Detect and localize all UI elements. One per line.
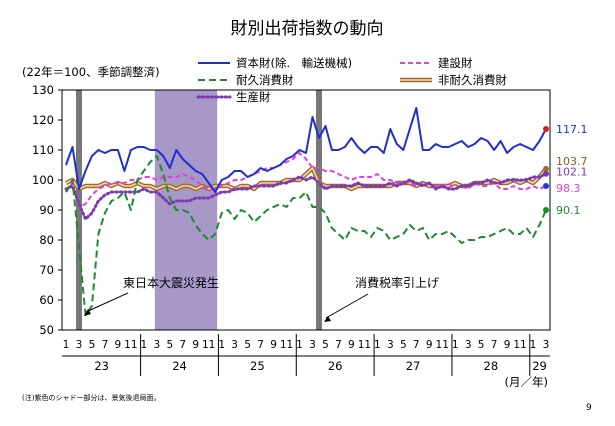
y-tick-label-70: 70 bbox=[39, 263, 54, 277]
x-month-label-15: 7 bbox=[257, 339, 264, 351]
x-month-label-7: 3 bbox=[153, 339, 160, 351]
x-month-label-10: 9 bbox=[192, 339, 199, 351]
annotation-earthquake-arrow bbox=[85, 292, 129, 313]
x-unit-label: (月／年) bbox=[505, 375, 548, 389]
footnote: (注)紫色のシャドー部分は、景気後退局面。 bbox=[22, 393, 160, 402]
x-month-label-14: 5 bbox=[244, 339, 251, 351]
x-month-label-3: 7 bbox=[102, 339, 109, 351]
year-label-29: 29 bbox=[532, 359, 547, 373]
x-month-label-29: 11 bbox=[436, 339, 449, 351]
year-label-23: 23 bbox=[94, 359, 109, 373]
x-month-label-30: 1 bbox=[452, 339, 459, 351]
x-month-label-4: 9 bbox=[115, 339, 122, 351]
x-month-label-28: 9 bbox=[426, 339, 433, 351]
year-label-27: 27 bbox=[406, 359, 421, 373]
series-line-4 bbox=[64, 172, 548, 221]
x-month-label-27: 7 bbox=[413, 339, 420, 351]
legend-label-4: 生産財 bbox=[236, 90, 271, 104]
series-end-label-4: 102.1 bbox=[556, 166, 588, 179]
plot-frame bbox=[61, 89, 551, 331]
x-month-label-20: 5 bbox=[322, 339, 329, 351]
series-end-point-0 bbox=[543, 126, 549, 132]
year-label-26: 26 bbox=[328, 359, 343, 373]
x-month-label-12: 1 bbox=[218, 339, 225, 351]
x-month-label-33: 7 bbox=[491, 339, 498, 351]
annotation-tax-arrow bbox=[325, 293, 369, 319]
page-number: 9 bbox=[586, 403, 592, 413]
series-end-label-3: 103.7 bbox=[556, 155, 588, 168]
y-tick-label-60: 60 bbox=[39, 293, 54, 307]
event-bar-0 bbox=[75, 90, 82, 330]
series-line-1 bbox=[65, 152, 547, 208]
y-tick-label-80: 80 bbox=[39, 233, 54, 247]
x-month-label-23: 11 bbox=[358, 339, 371, 351]
legend-label-1: 建設財 bbox=[438, 56, 473, 70]
x-month-label-5: 11 bbox=[124, 339, 137, 351]
annotation-tax-arrowhead bbox=[323, 316, 331, 322]
x-month-label-32: 5 bbox=[478, 339, 485, 351]
series-end-point-3 bbox=[543, 165, 549, 172]
series-end-label-1: 98.3 bbox=[556, 182, 581, 195]
event-bar-1 bbox=[315, 90, 322, 330]
legend-label-3: 非耐久消費財 bbox=[438, 73, 507, 87]
year-label-28: 28 bbox=[484, 359, 499, 373]
x-month-label-9: 7 bbox=[179, 339, 186, 351]
x-month-label-16: 9 bbox=[270, 339, 277, 351]
year-label-25: 25 bbox=[250, 359, 265, 373]
x-month-label-8: 5 bbox=[166, 339, 173, 351]
x-month-label-18: 1 bbox=[296, 339, 303, 351]
x-month-label-24: 1 bbox=[374, 339, 381, 351]
x-month-label-6: 1 bbox=[140, 339, 147, 351]
series-end-point-1 bbox=[543, 183, 549, 189]
x-month-label-0: 1 bbox=[63, 339, 70, 351]
series-end-point-2 bbox=[543, 207, 549, 213]
x-month-label-21: 7 bbox=[335, 339, 342, 351]
x-month-label-36: 1 bbox=[530, 339, 537, 351]
x-month-label-11: 11 bbox=[202, 339, 215, 351]
chart-subtitle: (22年＝100、季節調整済) bbox=[22, 65, 160, 79]
series-end-point-4 bbox=[543, 170, 549, 177]
y-tick-label-120: 120 bbox=[32, 113, 54, 127]
annotation-earthquake: 東日本大震災発生 bbox=[123, 276, 219, 290]
series-end-label-2: 90.1 bbox=[556, 204, 581, 217]
x-month-label-2: 5 bbox=[89, 339, 96, 351]
x-month-label-1: 3 bbox=[76, 339, 83, 351]
x-month-label-37: 3 bbox=[543, 339, 550, 351]
x-month-label-31: 3 bbox=[465, 339, 472, 351]
y-tick-label-50: 50 bbox=[39, 323, 54, 337]
y-tick-label-130: 130 bbox=[32, 83, 54, 97]
series-end-label-0: 117.1 bbox=[556, 123, 588, 136]
legend-label-0: 資本財(除. 輸送機械) bbox=[236, 56, 352, 70]
x-month-label-34: 9 bbox=[504, 339, 511, 351]
y-tick-label-100: 100 bbox=[32, 173, 54, 187]
x-month-label-19: 3 bbox=[309, 339, 316, 351]
chart-title: 財別出荷指数の動向 bbox=[231, 19, 384, 39]
year-label-24: 24 bbox=[172, 359, 187, 373]
x-month-label-35: 11 bbox=[513, 339, 526, 351]
x-month-label-17: 11 bbox=[280, 339, 293, 351]
legend-label-2: 耐久消費財 bbox=[236, 73, 294, 87]
series-line-0 bbox=[65, 107, 547, 193]
annotation-earthquake-arrowhead bbox=[83, 309, 91, 316]
x-month-label-22: 9 bbox=[348, 339, 355, 351]
annotation-tax: 消費税率引上げ bbox=[355, 275, 439, 290]
x-month-label-26: 5 bbox=[400, 339, 407, 351]
y-tick-label-110: 110 bbox=[32, 143, 54, 157]
x-month-label-13: 3 bbox=[231, 339, 238, 351]
x-month-label-25: 3 bbox=[387, 339, 394, 351]
y-tick-label-90: 90 bbox=[39, 203, 54, 217]
recession-shade-0 bbox=[154, 90, 218, 330]
